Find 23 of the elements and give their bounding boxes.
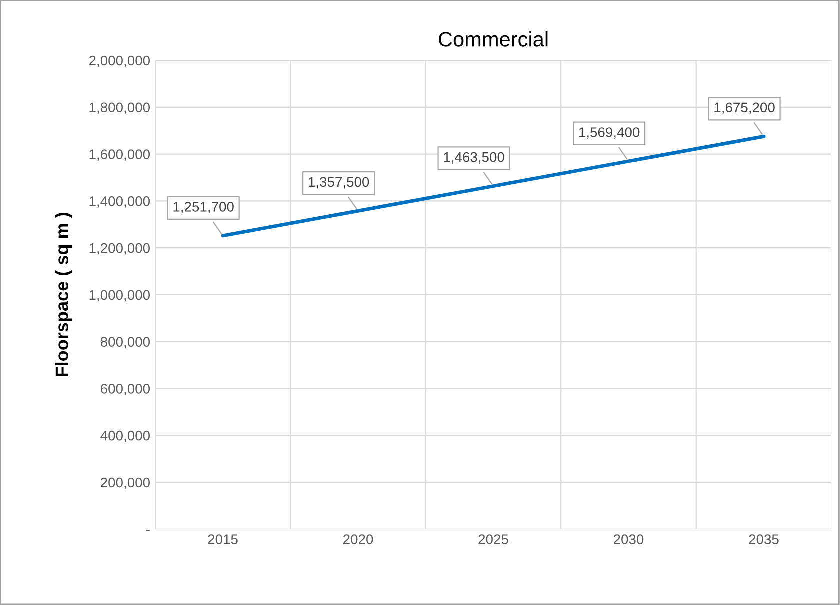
y-axis-title: Floorspace ( sq m ) (55, 213, 72, 376)
y-tick-label: 600,000 (101, 384, 150, 396)
y-tick-label: 200,000 (101, 478, 150, 490)
chart-title: Commercial (439, 32, 548, 47)
x-tick-label: 2015 (208, 534, 238, 544)
data-label: 1,675,200 (714, 102, 775, 114)
x-tick-label: 2025 (478, 534, 508, 544)
data-label: 1,463,500 (444, 152, 504, 164)
y-tick-label: 400,000 (100, 430, 150, 442)
y-tick-label: 1,200,000 (90, 243, 150, 255)
data-label: 1,357,500 (308, 177, 370, 189)
data-label: 1,569,400 (579, 128, 640, 140)
x-tick-label: 2030 (614, 534, 644, 544)
x-tick-label: 2035 (749, 534, 779, 544)
y-tick-label: 1,800,000 (90, 102, 150, 114)
y-tick-label: - (146, 530, 150, 532)
y-tick-label: 1,400,000 (90, 196, 150, 208)
y-tick-label: 800,000 (100, 337, 150, 349)
y-tick-label: 2,000,000 (89, 56, 150, 68)
x-tick-label: 2020 (344, 534, 374, 544)
data-label: 1,251,700 (174, 202, 234, 214)
y-tick-label: 1,600,000 (90, 150, 150, 162)
y-tick-label: 1,000,000 (90, 290, 150, 302)
